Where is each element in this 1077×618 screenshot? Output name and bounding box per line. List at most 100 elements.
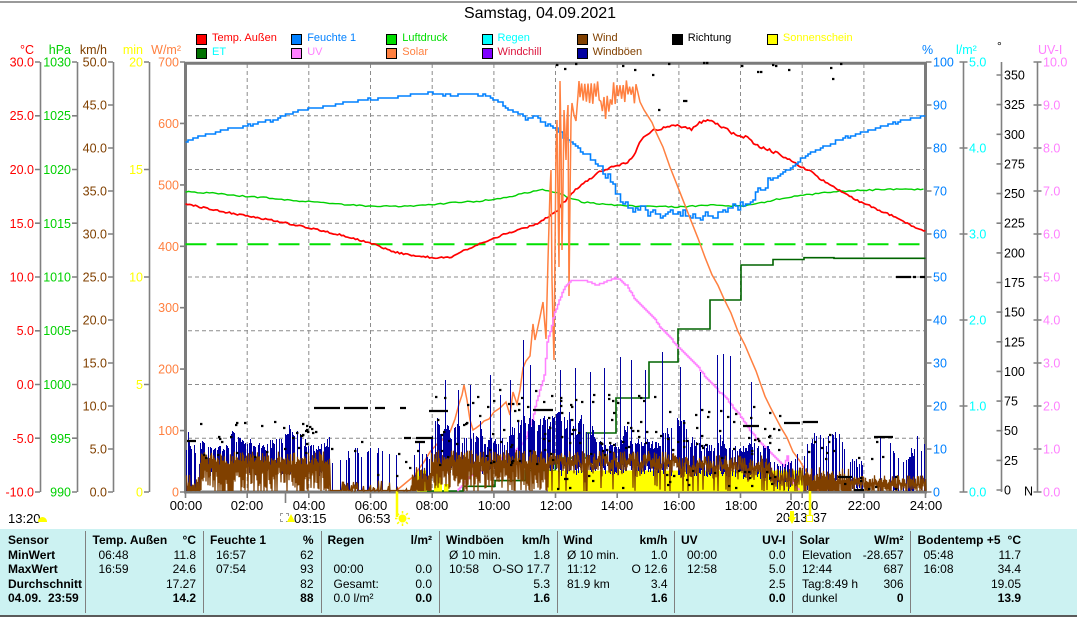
svg-text:1.0: 1.0 (969, 400, 986, 414)
svg-text:1030: 1030 (43, 56, 71, 70)
svg-text:15.0: 15.0 (83, 357, 107, 371)
svg-text:10:00: 10:00 (478, 498, 511, 513)
svg-text:10.0: 10.0 (1043, 56, 1067, 70)
svg-text:990: 990 (50, 486, 71, 500)
svg-text:5: 5 (136, 378, 143, 392)
svg-text:00:00: 00:00 (170, 498, 203, 513)
svg-text:0: 0 (136, 486, 143, 500)
svg-text:22:00: 22:00 (848, 498, 881, 513)
svg-text:14:00: 14:00 (601, 498, 634, 513)
svg-text:150: 150 (1004, 306, 1025, 320)
svg-text:0: 0 (1004, 484, 1011, 498)
svg-text:600: 600 (158, 117, 179, 131)
svg-text:5.0: 5.0 (90, 443, 107, 457)
svg-text:°: ° (997, 39, 1002, 53)
svg-text:50: 50 (1004, 424, 1018, 438)
svg-text:400: 400 (158, 240, 179, 254)
svg-text:1025: 1025 (43, 109, 71, 123)
svg-text:275: 275 (1004, 157, 1025, 171)
svg-text:20: 20 (129, 56, 143, 70)
svg-text:UV-I: UV-I (1038, 43, 1062, 57)
svg-text:325: 325 (1004, 98, 1025, 112)
svg-text:20.0: 20.0 (83, 314, 107, 328)
svg-text:1.0: 1.0 (1043, 443, 1060, 457)
svg-text:04:00: 04:00 (293, 498, 326, 513)
svg-text:100: 100 (933, 56, 954, 70)
svg-text:10.0: 10.0 (10, 271, 34, 285)
svg-text:5.0: 5.0 (17, 324, 34, 338)
svg-text:%: % (922, 43, 933, 57)
svg-text:35.0: 35.0 (83, 185, 107, 199)
svg-text:80: 80 (933, 142, 947, 156)
svg-text:3.0: 3.0 (969, 228, 986, 242)
svg-text:1010: 1010 (43, 271, 71, 285)
svg-text:25.0: 25.0 (10, 109, 34, 123)
svg-text:500: 500 (158, 178, 179, 192)
svg-text:45.0: 45.0 (83, 99, 107, 113)
svg-text:°C: °C (20, 43, 34, 57)
svg-text:10.0: 10.0 (83, 400, 107, 414)
svg-text:200: 200 (158, 363, 179, 377)
svg-text:50.0: 50.0 (83, 56, 107, 70)
svg-text:8.0: 8.0 (1043, 142, 1060, 156)
svg-text:18:00: 18:00 (725, 498, 758, 513)
svg-text:1015: 1015 (43, 217, 71, 231)
svg-text:12:00: 12:00 (540, 498, 573, 513)
svg-text:300: 300 (1004, 128, 1025, 142)
svg-text:25.0: 25.0 (83, 271, 107, 285)
svg-text:125: 125 (1004, 335, 1025, 349)
svg-text:15: 15 (129, 163, 143, 177)
svg-text:60: 60 (933, 228, 947, 242)
svg-text:10: 10 (933, 443, 947, 457)
svg-text:W/m²: W/m² (151, 43, 181, 57)
svg-text:1000: 1000 (43, 378, 71, 392)
svg-text:30.0: 30.0 (83, 228, 107, 242)
svg-text:3.0: 3.0 (1043, 357, 1060, 371)
svg-text:30: 30 (933, 357, 947, 371)
svg-text:225: 225 (1004, 217, 1025, 231)
svg-text:15.0: 15.0 (10, 217, 34, 231)
svg-text:km/h: km/h (80, 43, 107, 57)
svg-text:995: 995 (50, 432, 71, 446)
svg-text:min: min (123, 43, 143, 57)
svg-text:0.0: 0.0 (90, 486, 107, 500)
svg-text:70: 70 (933, 185, 947, 199)
svg-text:9.0: 9.0 (1043, 99, 1060, 113)
svg-text:-10.0: -10.0 (6, 486, 35, 500)
svg-text:40: 40 (933, 314, 947, 328)
svg-text:10: 10 (129, 271, 143, 285)
svg-text:2.0: 2.0 (1043, 400, 1060, 414)
svg-text:100: 100 (1004, 365, 1025, 379)
svg-text:300: 300 (158, 301, 179, 315)
svg-text:700: 700 (158, 56, 179, 70)
svg-text:90: 90 (933, 99, 947, 113)
svg-text:2.0: 2.0 (969, 314, 986, 328)
svg-text:75: 75 (1004, 395, 1018, 409)
svg-text:100: 100 (158, 424, 179, 438)
svg-text:50: 50 (933, 271, 947, 285)
svg-text:1020: 1020 (43, 163, 71, 177)
svg-text:16:00: 16:00 (663, 498, 696, 513)
svg-text:350: 350 (1004, 69, 1025, 83)
svg-text:200: 200 (1004, 246, 1025, 260)
svg-text:175: 175 (1004, 276, 1025, 290)
svg-text:20.0: 20.0 (10, 163, 34, 177)
svg-text:4.0: 4.0 (969, 142, 986, 156)
svg-text:02:00: 02:00 (231, 498, 264, 513)
svg-text:5.0: 5.0 (969, 56, 986, 70)
svg-text:40.0: 40.0 (83, 142, 107, 156)
svg-text:0: 0 (933, 486, 940, 500)
svg-text:-5.0: -5.0 (12, 432, 34, 446)
svg-text:24:00: 24:00 (910, 498, 943, 513)
svg-text:0.0: 0.0 (1043, 486, 1060, 500)
svg-text:08:00: 08:00 (416, 498, 449, 513)
svg-text:l/m²: l/m² (956, 43, 977, 57)
svg-text:0.0: 0.0 (969, 486, 986, 500)
svg-text:20: 20 (933, 400, 947, 414)
svg-text:6.0: 6.0 (1043, 228, 1060, 242)
svg-text:0: 0 (172, 486, 179, 500)
svg-text:7.0: 7.0 (1043, 185, 1060, 199)
svg-text:30.0: 30.0 (10, 56, 34, 70)
svg-text:25: 25 (1004, 454, 1018, 468)
svg-text:06:00: 06:00 (355, 498, 388, 513)
